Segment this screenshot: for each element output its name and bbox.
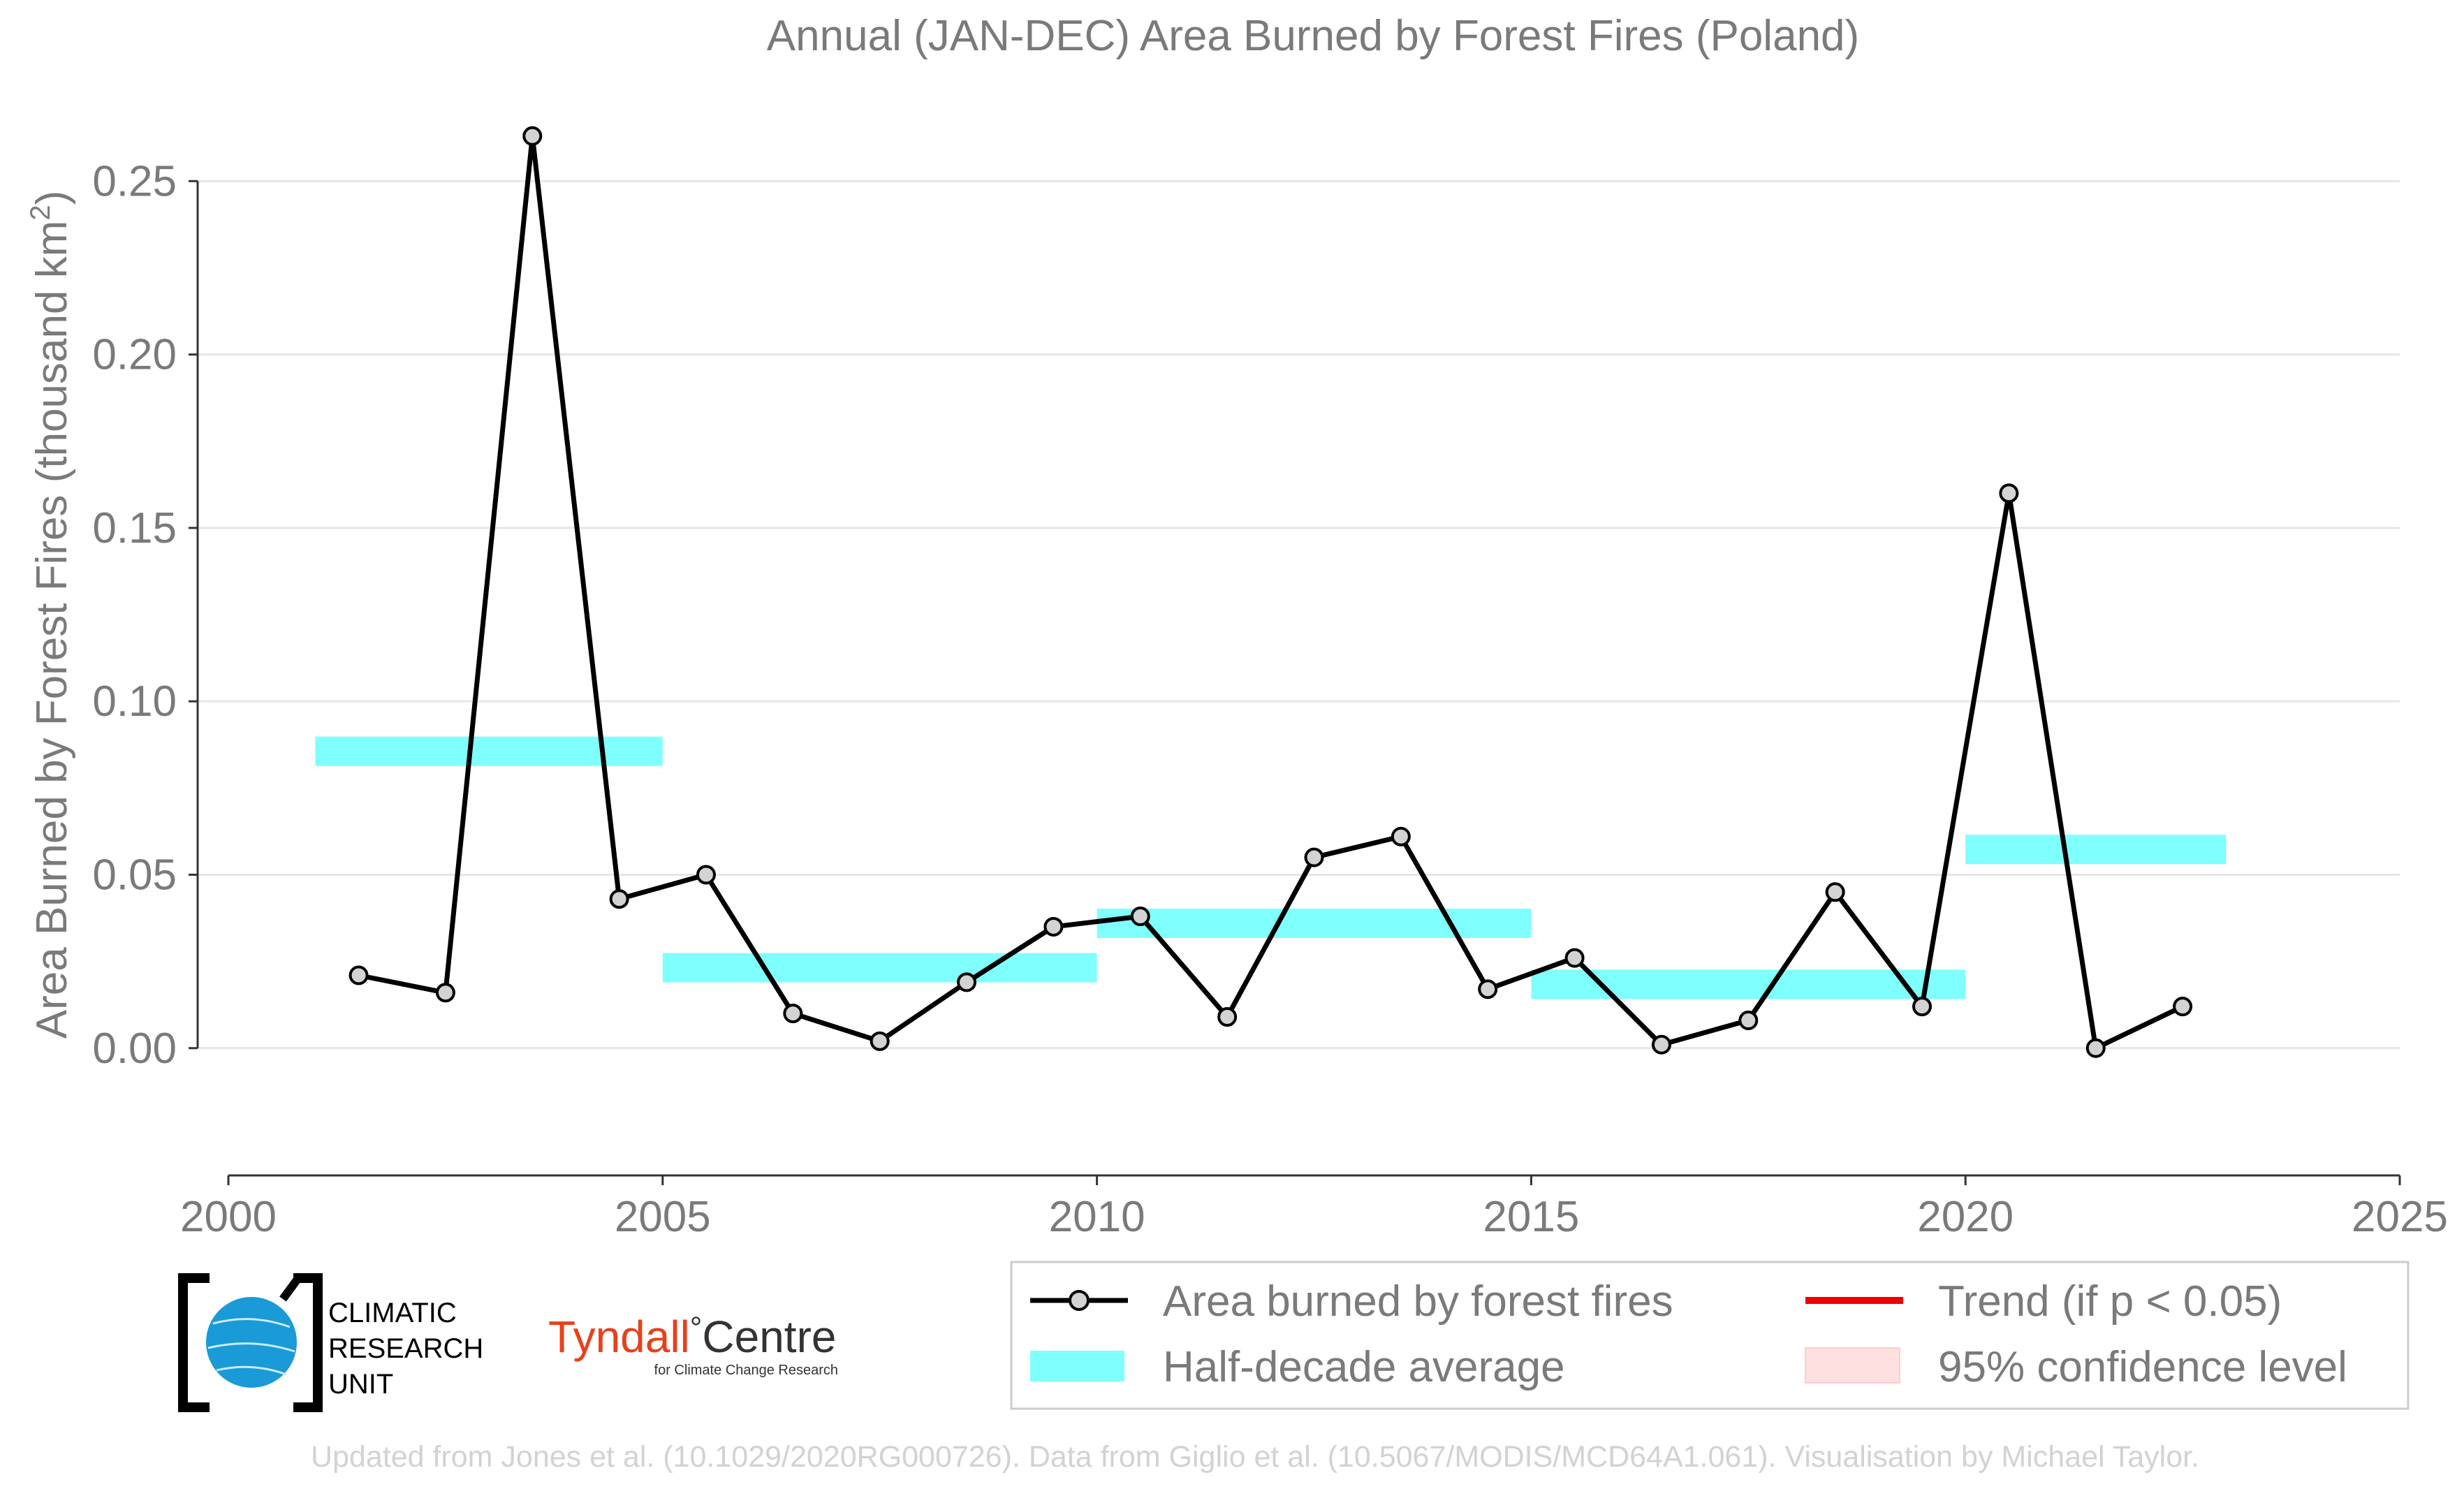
x-tick-label: 2005 (615, 1193, 711, 1241)
legend-item-trend: Trend (if p < 0.05) (1805, 1277, 2282, 1326)
y-tick-label: 0.25 (92, 157, 177, 205)
data-point (1217, 1007, 1238, 1027)
x-tick-label: 2020 (1917, 1193, 2014, 1241)
data-point (1391, 826, 1411, 846)
tyndall-logo-centre: Centre (702, 1312, 836, 1362)
legend-swatch-marker (1069, 1290, 1090, 1311)
data-point (870, 1031, 890, 1051)
x-tick-label: 2025 (2352, 1193, 2448, 1241)
y-tick-label: 0.10 (92, 677, 177, 726)
cru-logo-bracket-left (178, 1273, 210, 1412)
x-tick-label: 2015 (1483, 1193, 1579, 1241)
axes: 0.00 0.05 0.10 0.15 0.20 0.25 2000 2005 2010 2015… (92, 157, 2448, 1241)
cru-logo: CLIMATIC RESEARCH UNIT (178, 1272, 483, 1412)
footer-credits: Updated from Jones et al. (10.1029/2020R… (311, 1440, 2199, 1474)
y-axis-label-superscript: 2 (25, 205, 56, 220)
half-decade-band (315, 736, 663, 766)
data-point (1130, 907, 1150, 927)
data-point (1738, 1011, 1759, 1031)
y-axis-label-main: Area Burned by Forest Fires (thousand km (28, 221, 76, 1039)
data-point (957, 972, 977, 992)
data-point (1043, 916, 1064, 937)
data-point (1999, 483, 2019, 504)
legend-item-area-burned: Area burned by forest fires (1030, 1277, 1673, 1326)
legend-label-half-decade: Half-decade average (1163, 1343, 1565, 1391)
y-tick-label: 0.15 (92, 504, 177, 552)
cru-logo-bracket-right (293, 1273, 323, 1412)
data-point (1304, 847, 1324, 867)
data-point (2085, 1038, 2106, 1058)
data-point (435, 983, 455, 1003)
tyndall-logo-degree: ° (690, 1311, 703, 1345)
legend-swatch-confidence (1805, 1347, 1900, 1384)
data-point (522, 126, 543, 146)
half-decade-bands (315, 736, 2227, 999)
y-axis-label-close: ) (28, 191, 76, 205)
tyndall-logo-title: Tyndall°Centre (548, 1311, 836, 1362)
legend-item-half-decade: Half-decade average (1030, 1343, 1565, 1391)
legend-label-area-burned: Area burned by forest fires (1163, 1277, 1673, 1326)
tyndall-logo-name: Tyndall (548, 1312, 690, 1362)
series-line (358, 133, 2184, 1051)
cru-logo-line-1: CLIMATIC (328, 1298, 457, 1328)
data-point (1564, 948, 1585, 968)
globe-icon-lines (207, 1318, 295, 1376)
chart-title: Annual (JAN-DEC) Area Burned by Forest F… (767, 12, 1859, 60)
data-point (1825, 882, 1845, 902)
data-point (1651, 1034, 1671, 1055)
cru-logo-bracket-slash (279, 1272, 304, 1302)
y-axis-label: Area Burned by Forest Fires (thousand km… (25, 191, 76, 1039)
cru-logo-line-2: RESEARCH (328, 1333, 483, 1364)
grid (198, 179, 2400, 1050)
legend-swatch-band (1030, 1351, 1124, 1381)
legend-label-confidence: 95% confidence level (1938, 1343, 2347, 1391)
data-point (2173, 997, 2193, 1017)
half-decade-band (1097, 908, 1532, 938)
legend-box (1010, 1261, 2410, 1410)
legend-label-trend: Trend (if p < 0.05) (1938, 1277, 2282, 1326)
legend-item-confidence: 95% confidence level (1805, 1343, 2347, 1391)
x-tick-label: 2010 (1049, 1193, 1145, 1241)
series-area-burned (349, 126, 2193, 1058)
tyndall-logo-subtitle: for Climate Change Research (654, 1363, 838, 1378)
data-point (1478, 979, 1498, 999)
data-point (696, 865, 716, 885)
x-tick-label: 2000 (180, 1193, 277, 1241)
data-point (609, 889, 629, 909)
tyndall-logo: Tyndall°Centre for Climate Change Resear… (548, 1311, 838, 1378)
cru-logo-line-3: UNIT (328, 1369, 393, 1400)
data-point (349, 965, 369, 985)
half-decade-band (1965, 835, 2227, 865)
legend: Area burned by forest fires Trend (if p … (1010, 1261, 2410, 1410)
y-tick-label: 0.20 (92, 331, 177, 379)
data-point (783, 1004, 803, 1024)
y-tick-label: 0.05 (92, 851, 177, 899)
y-tick-label: 0.00 (92, 1025, 177, 1073)
data-point (1912, 997, 1933, 1017)
half-decade-band (662, 953, 1097, 983)
